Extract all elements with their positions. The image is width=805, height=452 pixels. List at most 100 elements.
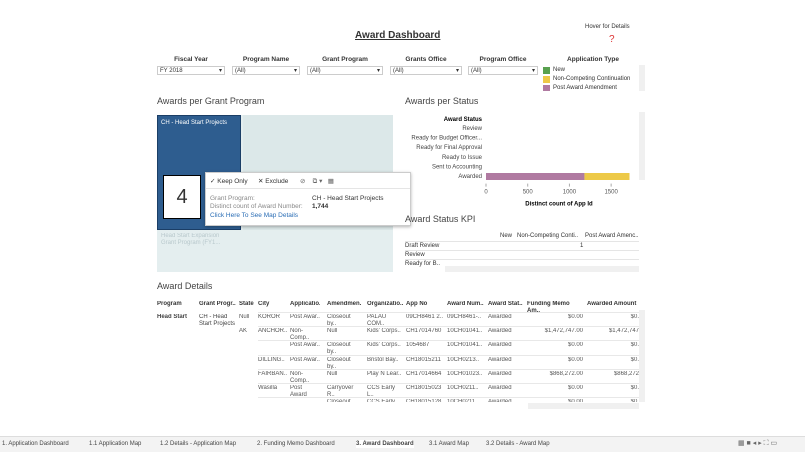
filter-dropdown[interactable]: (All)	[390, 66, 462, 76]
table-cell: Kids' Corps..	[367, 342, 401, 349]
column-header: City	[258, 301, 270, 307]
bar	[584, 173, 630, 180]
tooltip-key: Distinct count of Award Number:	[210, 203, 303, 210]
column-header: New	[500, 233, 513, 239]
table-cell: Null	[239, 314, 250, 320]
column-header: State	[239, 301, 254, 307]
bar	[486, 173, 585, 180]
axis-title: Award Status	[444, 117, 483, 123]
category-label: Awarded	[458, 174, 482, 180]
table-cell: CH - Head Start Projects	[199, 314, 236, 327]
table-cell: Non-Comp..	[290, 370, 310, 384]
column-header: Post Award Amenc..	[585, 233, 639, 239]
table-cell: Non-Comp..	[290, 328, 310, 342]
filter-dropdown[interactable]: (All)	[307, 66, 383, 76]
category-label: Ready for Budget Officer...	[411, 136, 482, 142]
tab[interactable]: 1. Application Dashboard	[2, 441, 69, 447]
legend-title: Application Type	[567, 56, 619, 63]
tab[interactable]: 3. Award Dashboard	[356, 440, 414, 448]
hover-label: Hover for Details	[585, 24, 630, 30]
filter-dropdown[interactable]: FY 2018	[157, 66, 225, 76]
table-cell: 10CH0211..	[447, 399, 485, 402]
tab[interactable]: 3.2 Details - Award Map	[486, 441, 550, 447]
section-title: Awards per Status	[405, 96, 479, 106]
table-cell: Awarded	[488, 328, 512, 335]
table-cell: Closeout by..	[327, 399, 361, 402]
table-cell: Null	[327, 370, 338, 377]
filter-dropdown[interactable]: (All)	[468, 66, 538, 76]
tooltip-value: 1,744	[312, 203, 329, 210]
table-cell: Kids' Corps..	[367, 328, 401, 335]
legend-swatch	[543, 76, 550, 83]
filter-label: Grant Program	[322, 56, 368, 63]
table-cell: Awarded	[488, 356, 512, 363]
filter-label: Program Name	[242, 56, 290, 63]
table-cell: Bristol Bay..	[367, 356, 399, 363]
section-title: Award Status KPI	[405, 214, 476, 224]
tab-controls[interactable]: ▦ ■ ◂ ▸ ⛶ ▭	[738, 440, 778, 447]
column-header: Grant Progr..	[199, 301, 236, 307]
table-cell: AK	[239, 328, 248, 335]
row-line	[258, 326, 639, 328]
x-tick-label: 500	[523, 190, 534, 196]
table-cell: Post Awar..	[290, 314, 320, 320]
tab[interactable]: 3.1 Award Map	[429, 441, 469, 447]
legend-label: Post Award Amendment	[553, 85, 617, 91]
table-cell: Closeout by..	[327, 342, 351, 356]
scrollbar	[445, 266, 639, 272]
column-header: Funding Memo Am..	[527, 301, 570, 314]
tab[interactable]: 1.1 Application Map	[89, 441, 142, 447]
table-cell: 10CH01041..	[447, 342, 483, 349]
row-line	[405, 250, 639, 251]
table-cell: Awarded	[488, 342, 512, 349]
tooltip-value: CH - Head Start Projects	[312, 195, 384, 202]
tooltip-key: Grant Program:	[210, 195, 255, 202]
table-cell: Awarded	[488, 385, 512, 391]
status-chart: Award Status Review Ready for Budget Offic…	[411, 112, 645, 208]
table-cell: 09CH8461-..	[447, 314, 482, 320]
table-cell: $0.00	[527, 399, 583, 402]
exclude-text: Exclude	[265, 178, 289, 185]
tab[interactable]: 1.2 Details - Application Map	[160, 441, 237, 447]
row-line	[258, 354, 639, 356]
details-table: Program Grant Progr.. State City Applicatio.…	[157, 298, 639, 402]
table-cell: $1,472,747.00	[544, 328, 583, 335]
map-link[interactable]: Click Here To See Map Details	[210, 212, 299, 219]
table-cell: Post Award Amendmen..	[290, 385, 307, 398]
table-cell: CCS Early L..	[367, 385, 396, 398]
tab[interactable]: 2. Funding Memo Dashboard	[257, 441, 335, 447]
kpi-value: 1	[580, 243, 584, 249]
row-line	[258, 383, 639, 384]
row-label: Ready for B..	[405, 261, 441, 267]
table-cell: Closeout by..	[327, 314, 351, 327]
tab-bar: 1. Application Dashboard 1.1 Application …	[0, 436, 805, 452]
column-header: Amendmen..	[327, 301, 361, 307]
exclude[interactable]: ✕ Exclude	[258, 178, 289, 185]
badge: 4	[163, 175, 201, 219]
table-cell: Post Awar..	[290, 356, 320, 363]
row-line	[405, 241, 639, 242]
table-cell: CH18015211	[406, 356, 441, 363]
table-cell: $1,472,747	[608, 328, 639, 335]
table-cell: $0.00	[567, 356, 583, 363]
table-cell: CH17014664	[406, 370, 442, 377]
tool-icons[interactable]: ⊘ ⧉ ▾ ▦	[300, 178, 334, 185]
column-header: Organizatio..	[367, 301, 403, 307]
keep-only[interactable]: ✓ Keep Only	[210, 178, 248, 185]
table-cell: CCS Early L..	[367, 399, 403, 402]
title: Award Dashboard	[355, 30, 441, 41]
filter-dropdown[interactable]: (All)	[232, 66, 300, 76]
help-icon[interactable]: ?	[609, 34, 615, 45]
category-label: Sent to Accounting	[432, 164, 482, 170]
filter-label: Grants Office	[405, 56, 447, 63]
table-cell: CH18015128	[406, 399, 444, 402]
table-cell: $0.	[630, 356, 639, 363]
column-header: Program	[157, 301, 182, 307]
table-cell: FAIRBAN..	[258, 370, 288, 377]
table-cell: DILLING..	[258, 356, 285, 363]
legend-swatch	[543, 67, 550, 74]
row-line	[258, 340, 639, 342]
table-cell: Wasilla	[258, 385, 278, 391]
column-header: Awarded Amount	[587, 301, 637, 307]
